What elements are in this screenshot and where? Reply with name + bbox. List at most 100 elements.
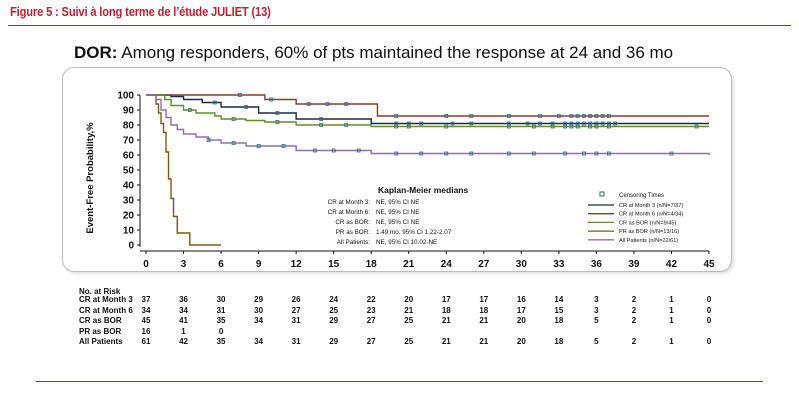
legend-label: PR as BOR (n/N=13/16)	[619, 229, 679, 235]
median-value: NE, 95% CI 10.02-NE	[376, 239, 437, 246]
censor-mark	[588, 114, 593, 118]
censor-mark	[525, 121, 530, 126]
censor-mark	[394, 124, 399, 129]
x-tick-label: 33	[553, 259, 565, 270]
y-tick-label: 20	[123, 211, 135, 222]
censor-mark	[538, 121, 542, 126]
censor-mark	[607, 151, 611, 156]
censor-mark	[669, 151, 674, 156]
censor-mark	[325, 102, 330, 106]
censor-mark	[244, 105, 248, 109]
censor-mark	[506, 151, 511, 156]
series-group	[146, 94, 710, 156]
x-tick-label: 24	[441, 259, 453, 270]
x-tick-label: 21	[403, 259, 415, 270]
x-tick-label: 6	[218, 259, 224, 270]
censor-mark	[269, 97, 274, 102]
y-tick-label: 10	[123, 226, 135, 237]
censor-mark	[406, 124, 411, 129]
censor-mark	[469, 121, 474, 126]
censor-mark	[231, 117, 236, 121]
censor-mark	[394, 114, 399, 118]
median-label: PR as BOR:	[336, 229, 371, 236]
censor-mark	[581, 151, 586, 156]
censor-mark	[331, 148, 336, 153]
median-label: CR at Month 3:	[328, 199, 371, 206]
censor-mark	[469, 114, 474, 118]
series-group	[146, 94, 709, 126]
figure-title: Figure 5 : Suivi à long terme de l’étude…	[10, 4, 271, 19]
series-line	[146, 94, 710, 155]
censor-mark	[694, 124, 699, 129]
censor-mark	[581, 114, 586, 118]
legend-label: CR at Month 3 (n/N=7/37)	[619, 203, 683, 209]
series-layer	[146, 93, 710, 246]
legend-label: CR at Month 6 (n/N=4/34)	[619, 212, 683, 218]
censor-mark	[344, 123, 349, 127]
censor-mark	[187, 108, 192, 112]
censor-mark	[588, 124, 593, 129]
censor-mark	[444, 151, 449, 156]
series-group	[146, 94, 709, 129]
x-tick-label: 45	[703, 259, 715, 270]
censor-mark	[506, 124, 511, 129]
censor-mark	[306, 102, 311, 106]
legend-label: CR as BOR (n/N=9/45)	[619, 220, 676, 226]
censor-mark	[531, 151, 536, 156]
median-value: NE, 95% CI NE	[376, 209, 419, 216]
y-axis-label: Event-Free Probability,%	[85, 122, 96, 234]
km-medians-title: Kaplan-Meier medians	[378, 185, 468, 195]
censor-mark	[613, 121, 618, 126]
censor-mark	[556, 114, 561, 118]
censor-mark	[550, 124, 555, 129]
km-medians-box: Kaplan-Meier medians CR at Month 3: NE, 9…	[328, 185, 469, 246]
censor-mark	[569, 124, 574, 129]
censor-mark	[600, 121, 605, 126]
chart-panel	[62, 67, 732, 272]
legend: Censoring Times CR at Month 3 (n/N=7/37)…	[588, 191, 683, 244]
y-tick-label: 70	[123, 136, 135, 147]
series-line	[146, 94, 709, 125]
x-tick-label: 15	[328, 259, 340, 270]
y-tick-label: 80	[123, 121, 135, 132]
y-tick-label: 30	[123, 196, 135, 207]
censor-mark	[594, 151, 599, 156]
legend-censor-marker	[599, 191, 605, 197]
median-value: NE, 95% CI NE	[376, 219, 419, 226]
censor-mark	[444, 114, 449, 118]
x-tick-label: 30	[516, 259, 528, 270]
median-value: 1.49 mo, 95% CI 1.22-2.07	[376, 229, 452, 236]
slide-subtitle: DOR: Among responders, 60% of pts mainta…	[74, 43, 673, 63]
series-group	[146, 93, 709, 118]
median-value: NE, 95% CI NE	[376, 199, 419, 206]
censor-mark	[444, 124, 449, 129]
censor-mark	[607, 124, 611, 129]
subtitle-text: Among responders, 60% of pts maintained …	[117, 43, 674, 62]
x-tick-label: 18	[366, 259, 378, 270]
censor-mark	[600, 114, 605, 118]
y-tick-label: 90	[123, 106, 135, 117]
median-label: CR as BOR:	[335, 219, 370, 226]
series-line	[146, 94, 709, 128]
censor-mark	[212, 100, 217, 105]
censor-mark	[594, 124, 599, 129]
censor-mark	[469, 151, 474, 156]
top-divider	[8, 25, 791, 26]
x-tick-label: 36	[591, 259, 603, 270]
y-tick-label: 50	[123, 166, 135, 177]
censor-mark	[319, 117, 324, 121]
censor-mark	[419, 151, 424, 156]
censor-mark	[594, 114, 599, 118]
median-label: CR at Month 6:	[328, 209, 371, 216]
bottom-divider	[36, 381, 763, 382]
censor-mark	[256, 144, 261, 148]
censor-mark	[563, 151, 568, 156]
censor-mark	[275, 120, 280, 124]
x-tick-label: 9	[256, 259, 262, 270]
censor-mark	[607, 114, 611, 118]
censor-mark	[319, 123, 324, 127]
x-tick-label: 0	[143, 259, 149, 270]
y-tick-label: 60	[123, 151, 135, 162]
